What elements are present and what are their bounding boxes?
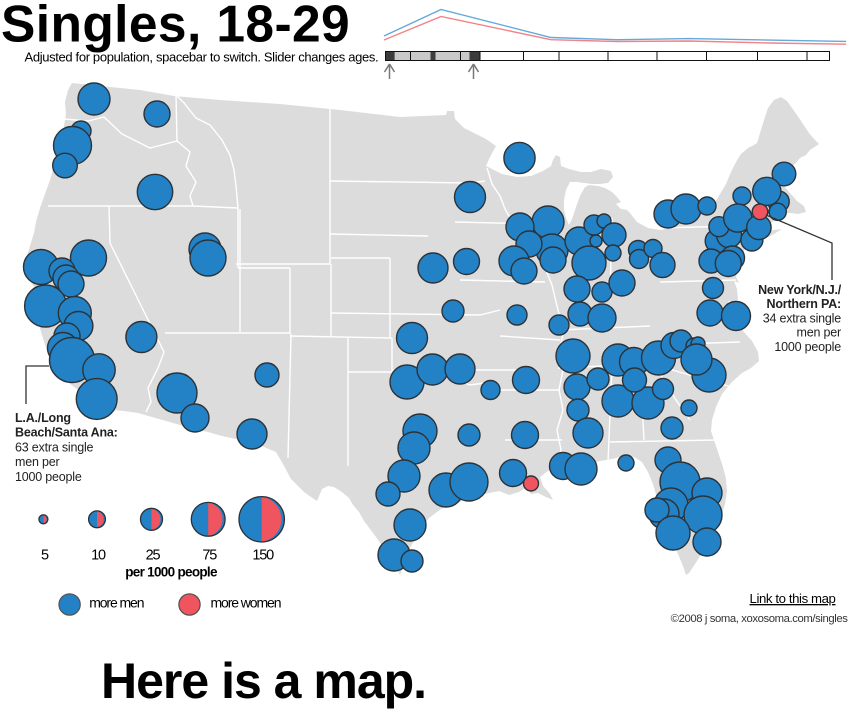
svg-text:Singles, 18-29: Singles, 18-29 <box>1 0 350 53</box>
svg-text:men per: men per <box>15 455 59 469</box>
svg-text:Beach/Santa Ana:: Beach/Santa Ana: <box>15 426 118 440</box>
svg-text:more women: more women <box>211 595 281 611</box>
svg-text:75: 75 <box>202 548 217 564</box>
svg-text:more men: more men <box>89 595 144 611</box>
svg-text:10: 10 <box>91 548 106 564</box>
svg-text:men per: men per <box>797 326 841 340</box>
svg-text:Here is a map.: Here is a map. <box>101 653 426 709</box>
svg-text:34 extra single: 34 extra single <box>763 311 842 325</box>
svg-text:63 extra single: 63 extra single <box>15 440 94 454</box>
svg-text:L.A./Long: L.A./Long <box>15 411 71 425</box>
svg-text:Link to this map: Link to this map <box>750 591 836 606</box>
svg-text:1000 people: 1000 people <box>15 470 82 484</box>
svg-text:150: 150 <box>252 548 274 564</box>
svg-text:5: 5 <box>41 548 49 564</box>
svg-text:Adjusted for population, space: Adjusted for population, spacebar to swi… <box>25 50 379 65</box>
svg-text:25: 25 <box>146 548 161 564</box>
svg-text:New York/N.J./: New York/N.J./ <box>758 283 842 297</box>
svg-text:©2008 j soma, xoxosoma.com/sin: ©2008 j soma, xoxosoma.com/singles <box>671 613 848 625</box>
svg-text:Northern PA:: Northern PA: <box>767 297 841 311</box>
svg-text:per 1000 people: per 1000 people <box>125 564 218 579</box>
svg-text:1000 people: 1000 people <box>774 340 841 354</box>
